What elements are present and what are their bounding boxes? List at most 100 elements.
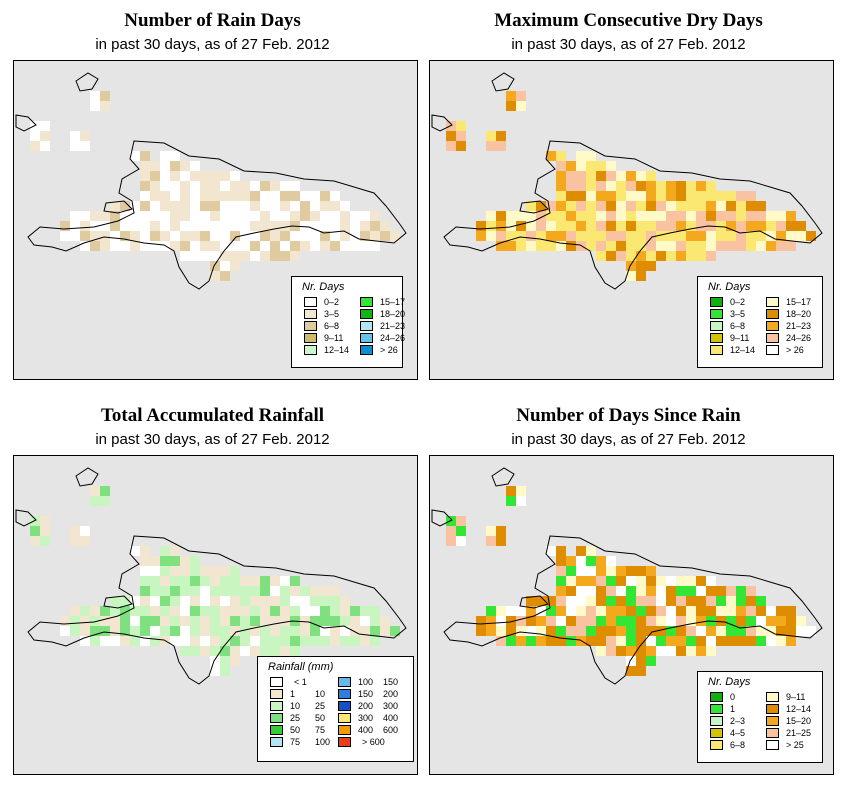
grid-cell [596, 626, 606, 636]
grid-cell [536, 636, 546, 646]
grid-cells [30, 486, 400, 676]
legend-label-low: 300 [358, 713, 374, 723]
grid-cell [496, 606, 506, 616]
west-island-outline [431, 114, 453, 132]
grid-cell [180, 626, 190, 636]
grid-cell [210, 211, 220, 221]
grid-cell [506, 636, 516, 646]
legend-swatch [270, 677, 283, 687]
grid-cell [200, 596, 210, 606]
grid-cell [646, 616, 656, 626]
grid-cell [486, 141, 496, 151]
grid-cell [250, 646, 260, 656]
grid-cell [120, 231, 130, 241]
legend-swatch [766, 309, 779, 319]
grid-cell [300, 221, 310, 231]
grid-cell [100, 91, 110, 101]
grid-cell [526, 626, 536, 636]
legend: Nr. Days 0–2 3–5 6–8 9–11 12–14 15–17 18–20 21–… [291, 276, 405, 368]
grid-cell [270, 231, 280, 241]
grid-cell [696, 181, 706, 191]
grid-cell [300, 211, 310, 221]
grid-cell [606, 616, 616, 626]
grid-cell [130, 636, 140, 646]
grid-cell [190, 221, 200, 231]
grid-cell [596, 161, 606, 171]
grid-cell [90, 101, 100, 111]
grid-cell [120, 596, 130, 606]
legend-label-high: 75 [315, 725, 326, 735]
grid-cell [696, 626, 706, 636]
legend-swatch [766, 345, 779, 355]
panel-days-since-rain: Number of Days Since Rain in past 30 day… [426, 395, 841, 785]
grid-cell [170, 161, 180, 171]
grid-cell [210, 616, 220, 626]
grid-cell [200, 636, 210, 646]
grid-cell [686, 596, 696, 606]
grid-cell [496, 211, 506, 221]
grid-cell [496, 141, 506, 151]
grid-cell [140, 241, 150, 251]
grid-cell [190, 241, 200, 251]
grid-cell [616, 636, 626, 646]
grid-cell [776, 626, 786, 636]
grid-cell [606, 566, 616, 576]
grid-cell [370, 606, 380, 616]
grid-cell [240, 596, 250, 606]
grid-cell [676, 646, 686, 656]
grid-cell [726, 636, 736, 646]
grid-cell [666, 201, 676, 211]
grid-cell [300, 636, 310, 646]
grid-cell [370, 636, 380, 646]
grid-cell [320, 636, 330, 646]
grid-cell [656, 251, 666, 261]
grid-cell [360, 231, 370, 241]
grid-cell [30, 536, 40, 546]
grid-cell [220, 596, 230, 606]
legend-swatch [710, 692, 723, 702]
grid-cell [626, 241, 636, 251]
grid-cell [320, 241, 330, 251]
grid-cell [546, 596, 556, 606]
grid-cell [606, 626, 616, 636]
grid-cell [546, 546, 556, 556]
grid-cell [726, 221, 736, 231]
grid-cell [776, 231, 786, 241]
grid-cell [200, 201, 210, 211]
grid-cell [646, 191, 656, 201]
grid-cell [150, 636, 160, 646]
legend-swatch [710, 345, 723, 355]
grid-cell [566, 241, 576, 251]
grid-cell [616, 241, 626, 251]
grid-cell [130, 241, 140, 251]
grid-cell [140, 546, 150, 556]
grid-cell [596, 191, 606, 201]
grid-cell [290, 576, 300, 586]
grid-cell [556, 636, 566, 646]
grid-cell [70, 526, 80, 536]
grid-cell [110, 606, 120, 616]
grid-cell [210, 271, 220, 281]
grid-cell [666, 586, 676, 596]
grid-cell [746, 636, 756, 646]
grid-cell [716, 636, 726, 646]
grid-cell [340, 241, 350, 251]
grid-cell [506, 626, 516, 636]
grid-cell [766, 626, 776, 636]
grid-cell [676, 636, 686, 646]
grid-cell [646, 586, 656, 596]
grid-cell [270, 636, 280, 646]
grid-cell [110, 616, 120, 626]
grid-cell [526, 211, 536, 221]
grid-cell [330, 586, 340, 596]
grid-cell [556, 201, 566, 211]
grid-cell [746, 211, 756, 221]
grid-cell [716, 586, 726, 596]
grid-cell [496, 241, 506, 251]
grid-cell [666, 231, 676, 241]
grid-cell [576, 586, 586, 596]
grid-cell [250, 231, 260, 241]
grid-cell [706, 626, 716, 636]
grid-cell [290, 231, 300, 241]
grid-cell [230, 626, 240, 636]
